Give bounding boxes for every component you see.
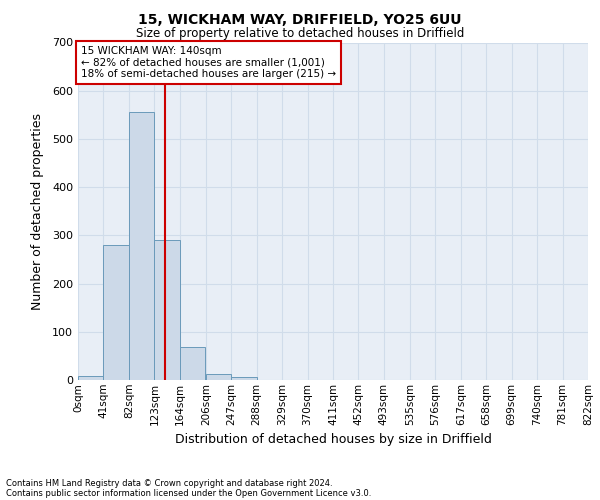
- Text: 15 WICKHAM WAY: 140sqm
← 82% of detached houses are smaller (1,001)
18% of semi-: 15 WICKHAM WAY: 140sqm ← 82% of detached…: [81, 46, 336, 79]
- Y-axis label: Number of detached properties: Number of detached properties: [31, 113, 44, 310]
- Bar: [129, 112, 154, 380]
- X-axis label: Distribution of detached houses by size in Driffield: Distribution of detached houses by size …: [175, 433, 491, 446]
- Text: 15, WICKHAM WAY, DRIFFIELD, YO25 6UU: 15, WICKHAM WAY, DRIFFIELD, YO25 6UU: [138, 12, 462, 26]
- Text: Contains HM Land Registry data © Crown copyright and database right 2024.: Contains HM Land Registry data © Crown c…: [6, 478, 332, 488]
- Bar: [78, 376, 103, 380]
- Bar: [180, 347, 205, 380]
- Bar: [103, 245, 129, 380]
- Text: Contains public sector information licensed under the Open Government Licence v3: Contains public sector information licen…: [6, 488, 371, 498]
- Bar: [231, 377, 257, 380]
- Bar: [154, 240, 180, 380]
- Text: Size of property relative to detached houses in Driffield: Size of property relative to detached ho…: [136, 28, 464, 40]
- Bar: [206, 374, 231, 380]
